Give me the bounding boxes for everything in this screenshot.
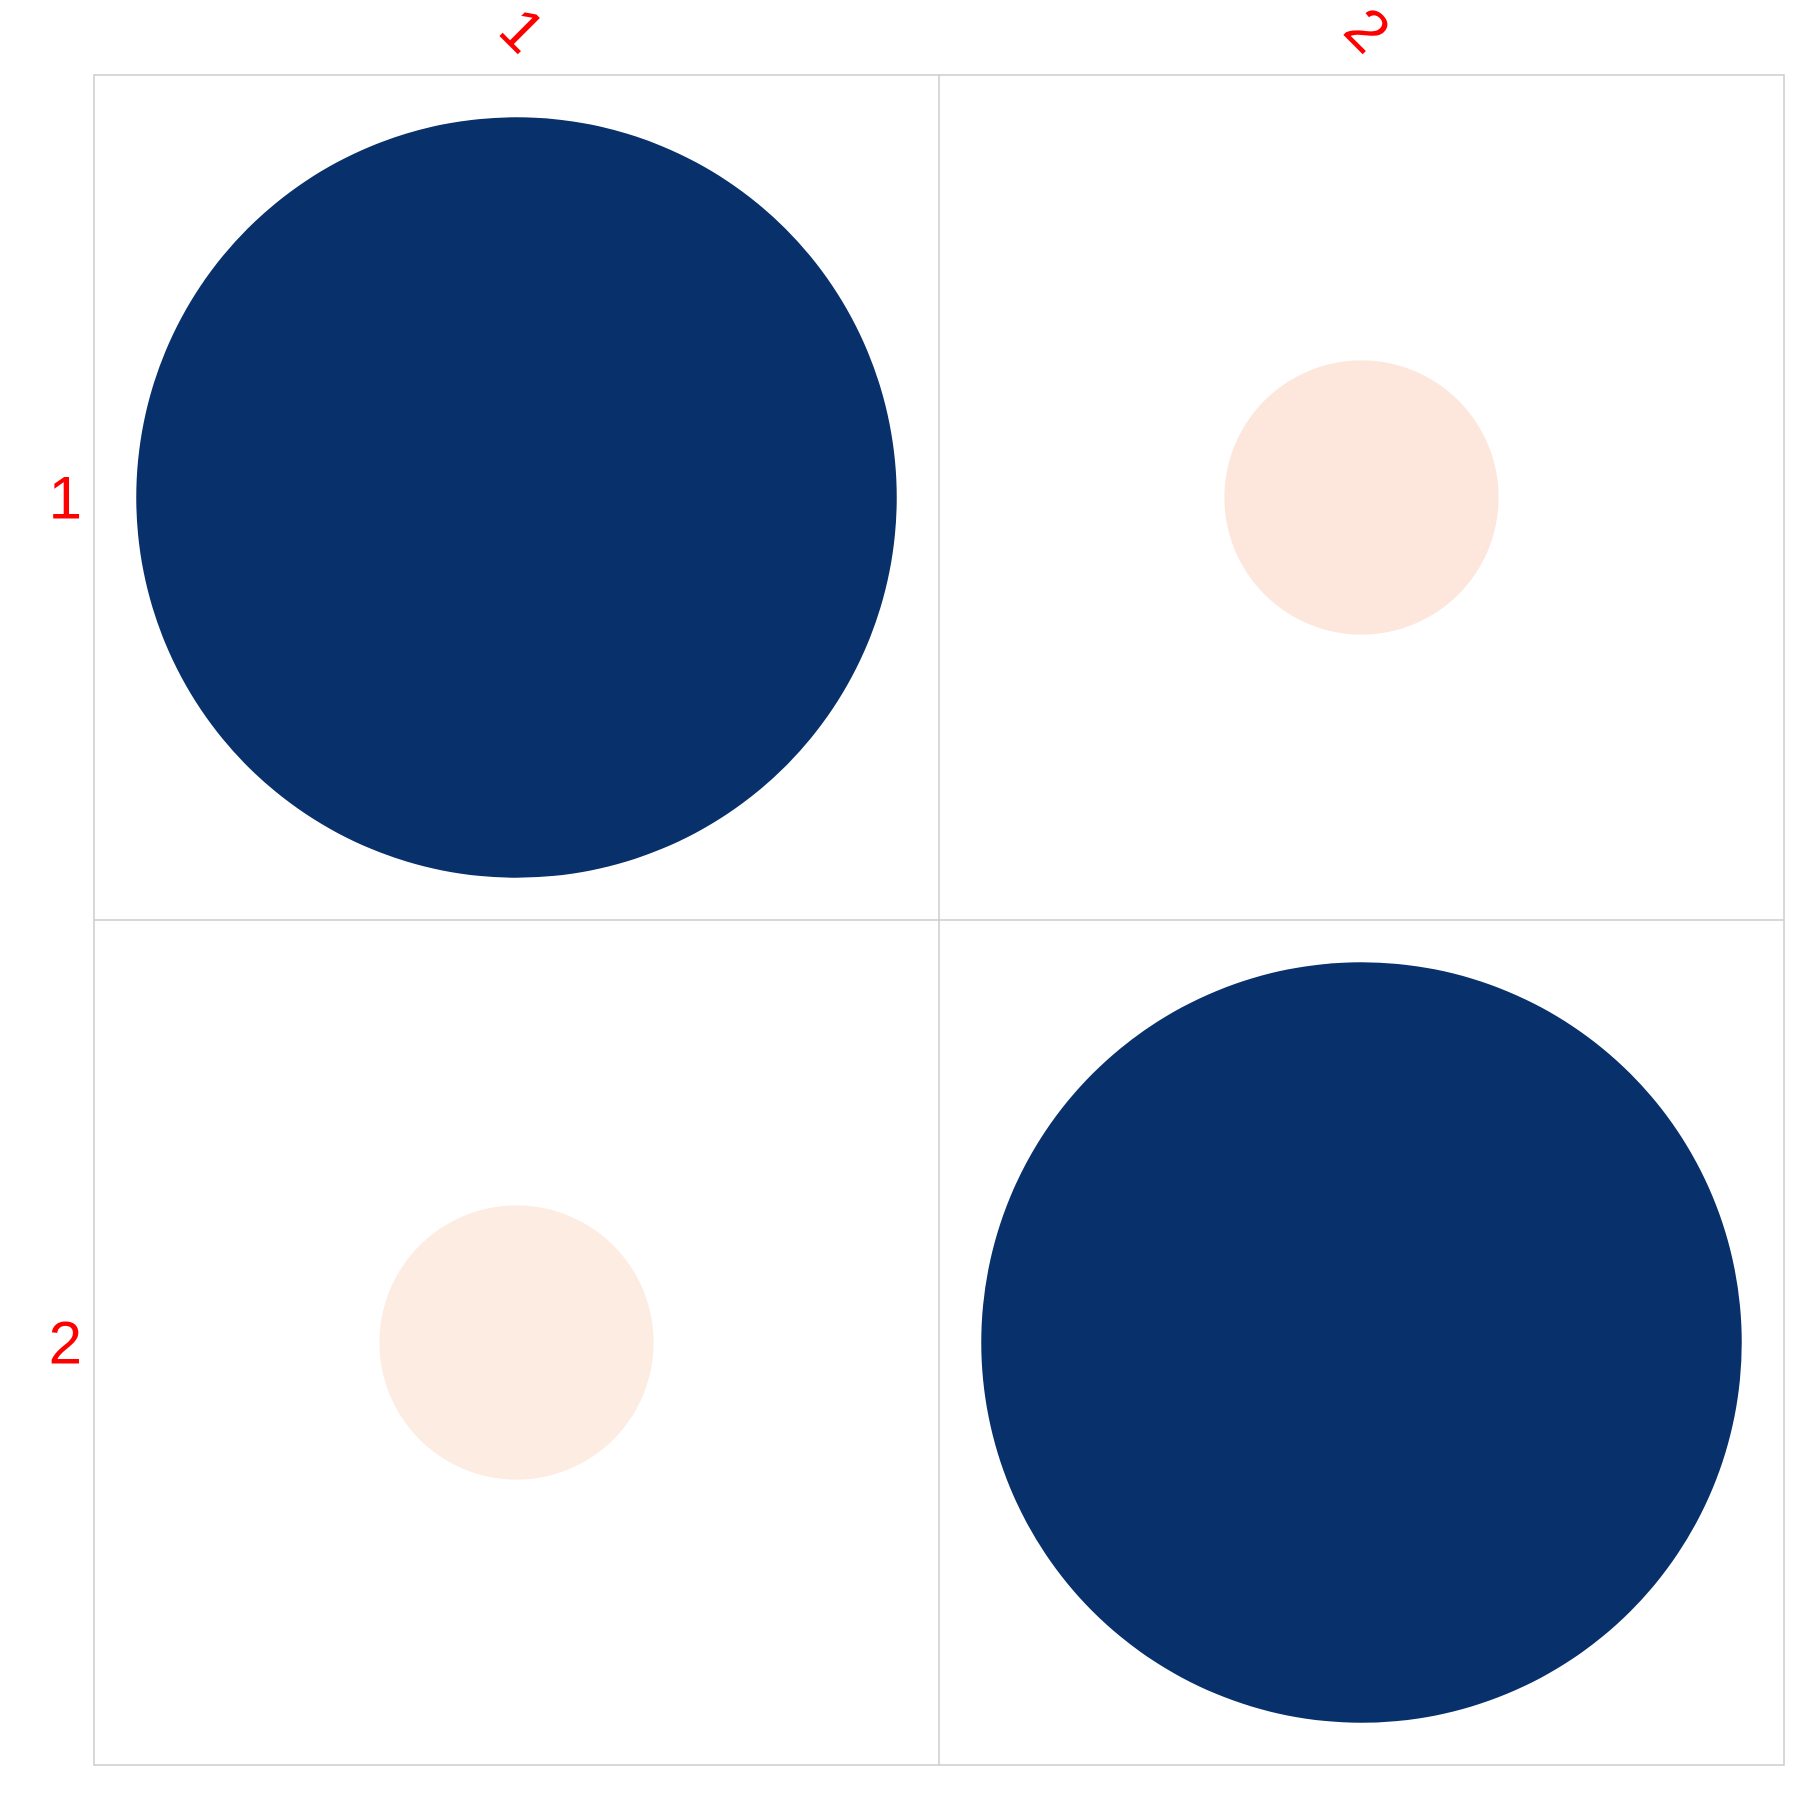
correlation-circle-r2-c2	[981, 962, 1742, 1723]
column-label: 1	[487, 0, 558, 66]
correlation-circle-r1-c2	[1224, 360, 1499, 635]
row-labels: 12	[49, 465, 82, 1377]
plot-grid	[93, 74, 1785, 1766]
column-label: 2	[1332, 0, 1403, 66]
correlation-circle-r1-c1	[136, 117, 897, 878]
row-label: 1	[49, 465, 82, 532]
correlation-circles	[136, 117, 1742, 1723]
correlation-circle-r2-c1	[379, 1205, 654, 1480]
row-label: 2	[49, 1310, 82, 1377]
